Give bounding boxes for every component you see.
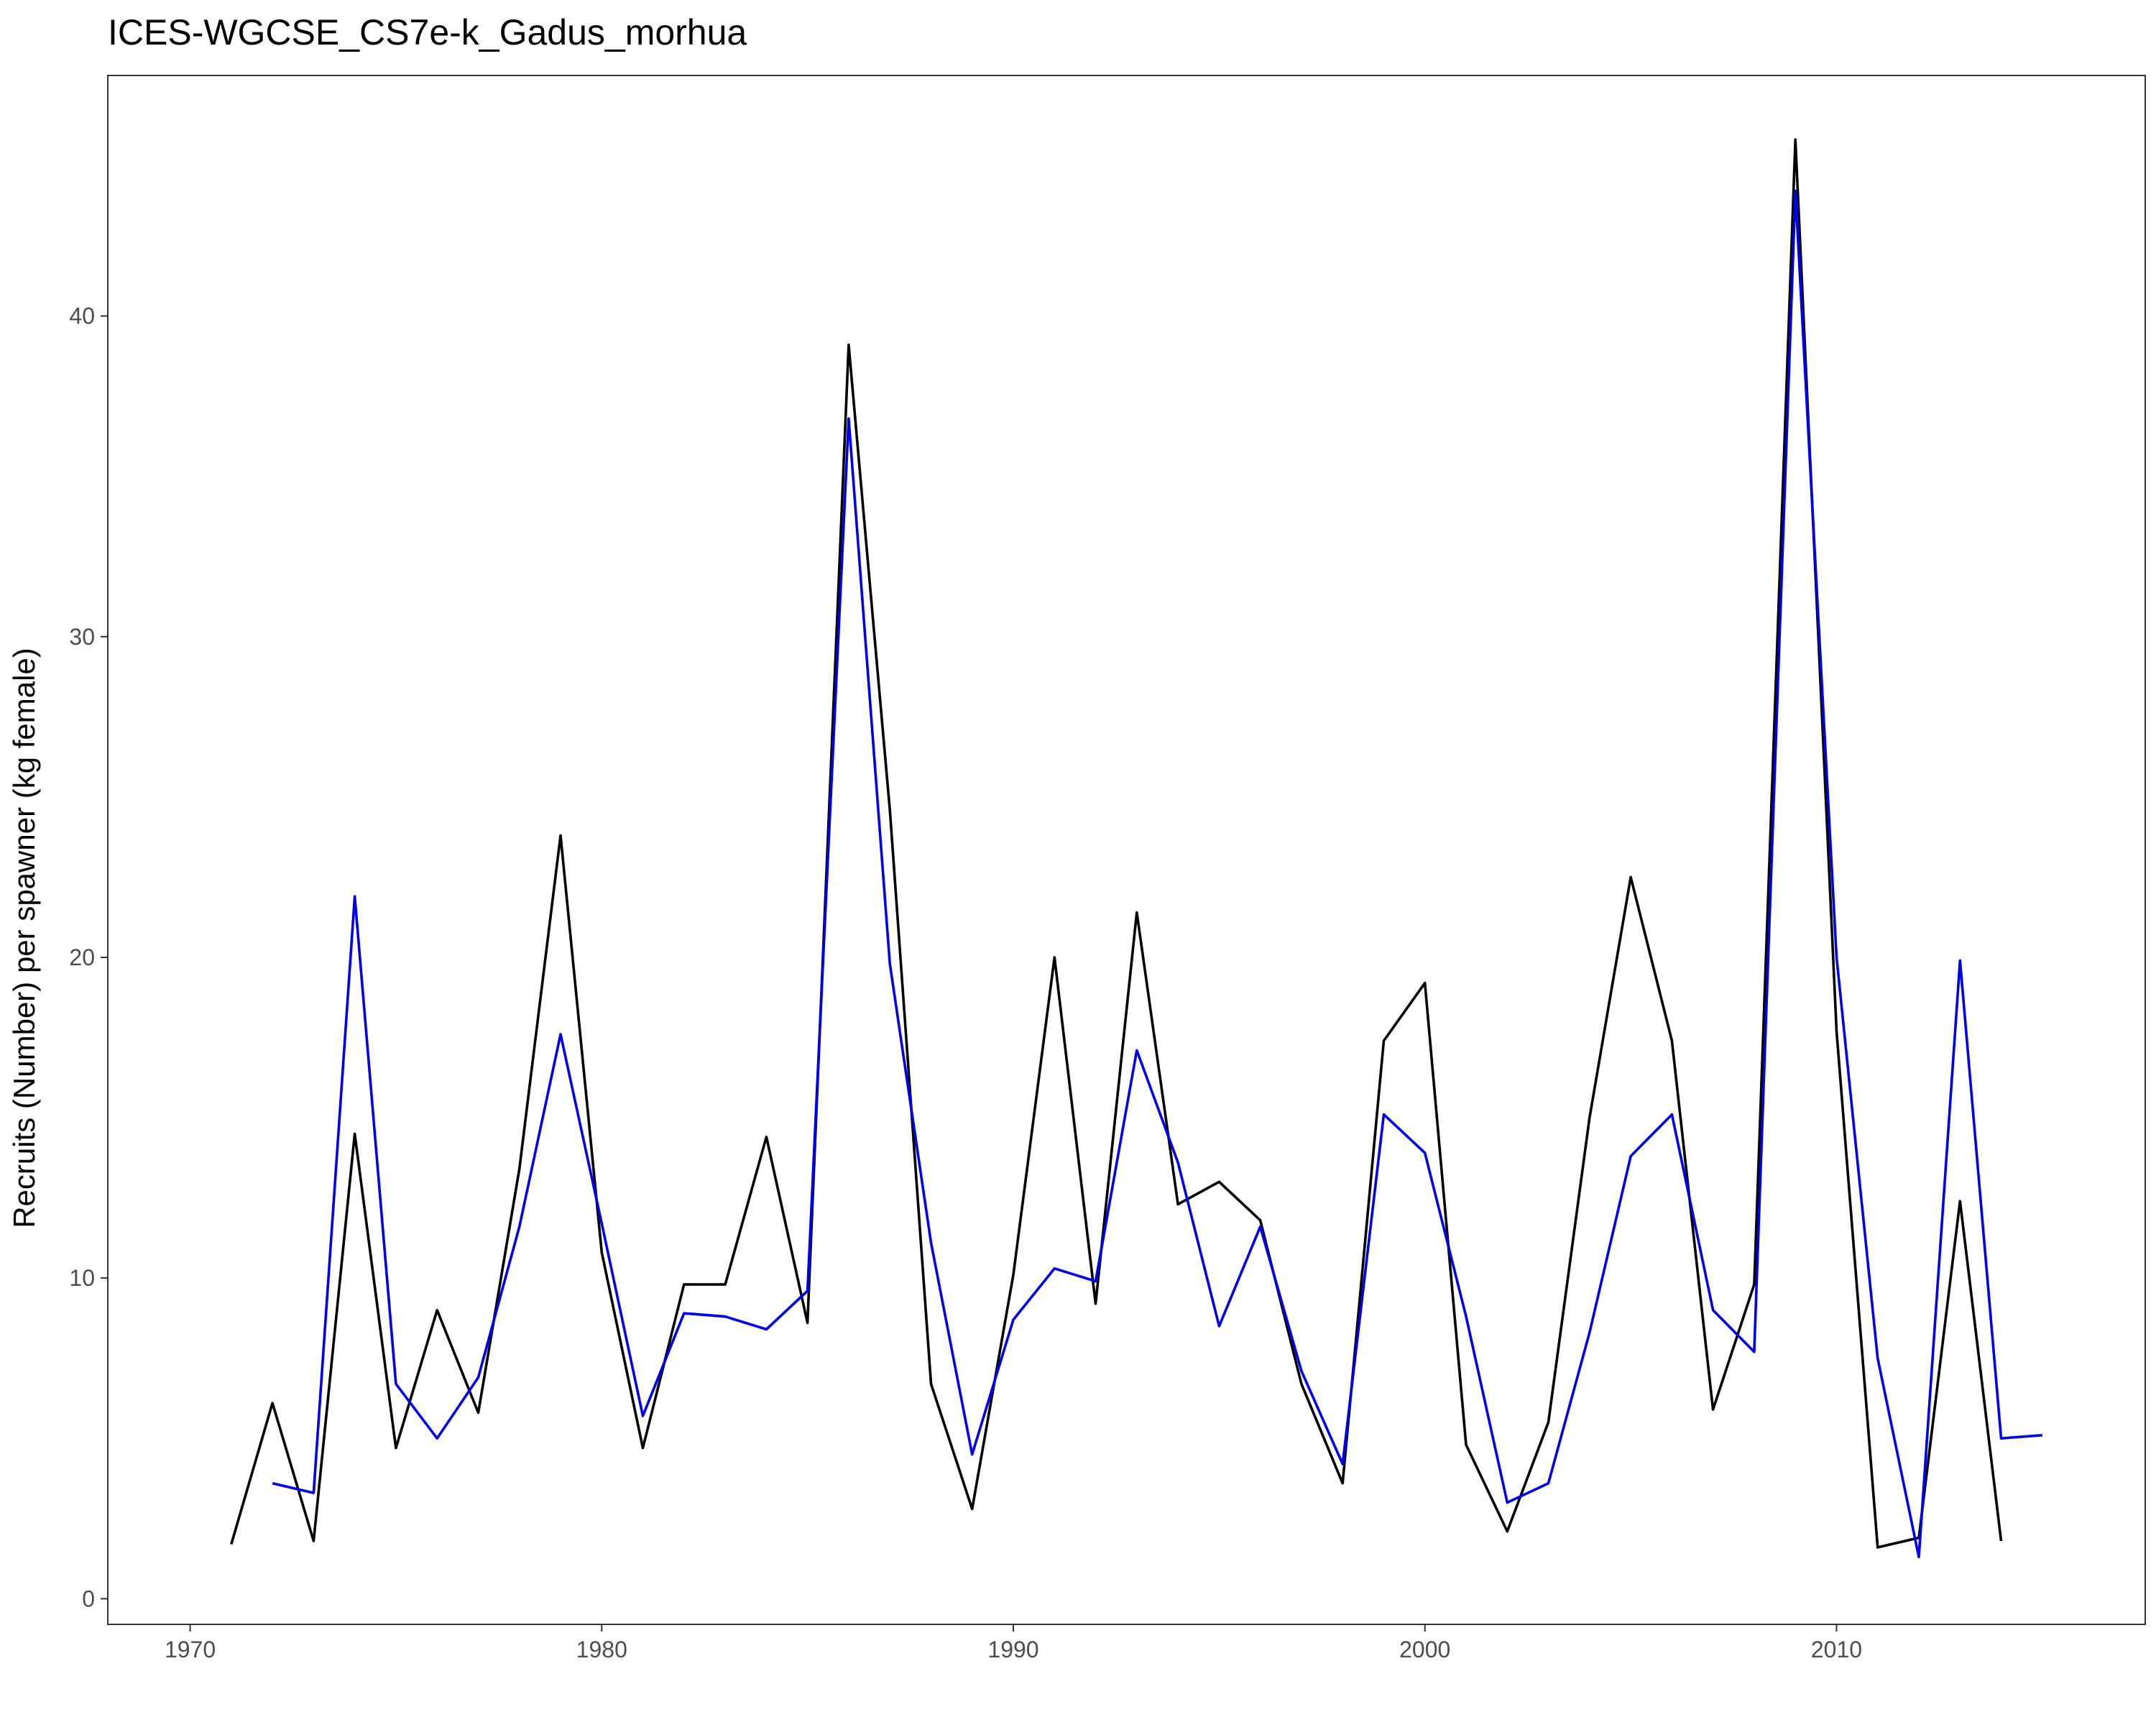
series-line-2 bbox=[272, 189, 2042, 1559]
x-tick-label: 1990 bbox=[987, 1637, 1038, 1662]
plot-panel bbox=[107, 75, 2146, 1625]
y-tick-label: 10 bbox=[69, 1265, 95, 1291]
x-tick-label: 2000 bbox=[1399, 1637, 1450, 1662]
x-tick-label: 2010 bbox=[1811, 1637, 1862, 1662]
x-axis: 1970 1980 1990 2000 2010 bbox=[165, 1624, 1862, 1662]
series-line-1 bbox=[230, 138, 2003, 1549]
x-tick-label: 1980 bbox=[576, 1637, 627, 1662]
y-tick-label: 30 bbox=[69, 624, 95, 650]
y-axis-label: Recruits (Number) per spawner (kg female… bbox=[7, 648, 41, 1228]
y-axis: 0 10 20 30 40 bbox=[69, 303, 108, 1611]
x-tick-label: 1970 bbox=[165, 1637, 216, 1662]
y-tick-label: 20 bbox=[69, 944, 95, 970]
chart-title: ICES-WGCSE_CS7e-k_Gadus_morhua bbox=[108, 12, 747, 52]
y-tick-label: 40 bbox=[69, 303, 95, 329]
series-lines bbox=[230, 138, 2042, 1559]
y-tick-label: 0 bbox=[82, 1586, 95, 1611]
